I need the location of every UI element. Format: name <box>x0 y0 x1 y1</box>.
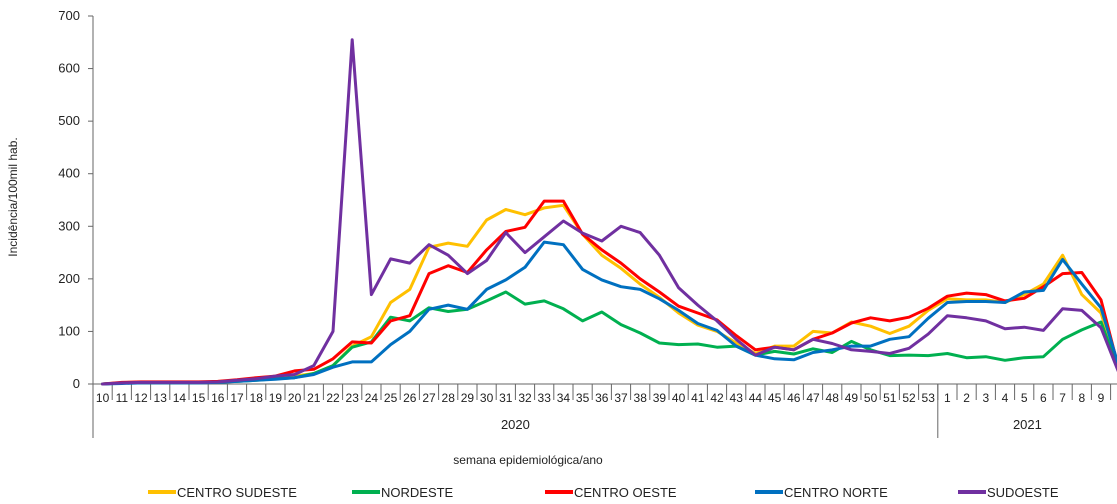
week-label: 27 <box>422 391 436 405</box>
y-tick-label: 500 <box>58 113 80 128</box>
week-label: 14 <box>173 391 187 405</box>
week-label: 52 <box>902 391 916 405</box>
week-label: 23 <box>346 391 360 405</box>
y-tick-label: 100 <box>58 323 80 338</box>
legend-label-nordeste: NORDESTE <box>381 485 454 500</box>
week-label: 1 <box>944 391 951 405</box>
y-tick-label: 200 <box>58 271 80 286</box>
y-axis: 0 100 200 300 400 500 600 700 <box>58 8 94 391</box>
legend-label-centro-norte: CENTRO NORTE <box>784 485 888 500</box>
week-label: 31 <box>499 391 513 405</box>
y-tick-label: 0 <box>73 376 80 391</box>
week-label: 5 <box>1021 391 1028 405</box>
series-line-sudoeste <box>101 38 1117 386</box>
y-axis-label: Incidência/100mil hab. <box>6 137 20 256</box>
week-label: 36 <box>595 391 609 405</box>
y-tick-label: 700 <box>58 8 80 23</box>
y-tick-label: 400 <box>58 166 80 181</box>
series-lines <box>101 38 1117 386</box>
week-label: 8 <box>1078 391 1085 405</box>
x-axis-label: semana epidemiológica/ano <box>453 453 603 467</box>
week-label: 11 <box>116 391 129 405</box>
week-label: 28 <box>442 391 456 405</box>
year-label: 2021 <box>1013 417 1042 432</box>
legend: CENTRO SUDESTE NORDESTE CENTRO OESTE CENTRO… <box>148 485 1059 500</box>
week-label: 33 <box>538 391 552 405</box>
y-tick-label: 600 <box>58 61 80 76</box>
x-axis: 10 11 12 13 14 15 16 17 18 19 20 21 22 23 24 25 26 27 28 29… <box>92 383 1117 438</box>
week-label: 10 <box>96 391 110 405</box>
week-label: 22 <box>326 391 340 405</box>
week-label: 19 <box>269 391 283 405</box>
week-label: 13 <box>154 391 168 405</box>
week-label: 45 <box>768 391 782 405</box>
week-label: 38 <box>634 391 648 405</box>
week-label: 37 <box>614 391 628 405</box>
week-label: 49 <box>845 391 859 405</box>
week-label: 43 <box>730 391 744 405</box>
week-label: 35 <box>576 391 590 405</box>
week-label: 2 <box>963 391 970 405</box>
week-label: 46 <box>787 391 801 405</box>
y-tick-label: 300 <box>58 218 80 233</box>
series-line-centro-norte <box>101 240 1117 386</box>
week-label: 25 <box>384 391 398 405</box>
week-label: 42 <box>710 391 724 405</box>
week-label: 24 <box>365 391 379 405</box>
week-label: 50 <box>864 391 878 405</box>
week-label: 51 <box>883 391 897 405</box>
week-label: 15 <box>192 391 206 405</box>
week-label: 34 <box>557 391 571 405</box>
week-label: 47 <box>806 391 820 405</box>
week-label: 9 <box>1098 391 1105 405</box>
legend-label-sudoeste: SUDOESTE <box>987 485 1059 500</box>
week-label: 30 <box>480 391 494 405</box>
year-label: 2020 <box>501 417 530 432</box>
week-label: 53 <box>922 391 936 405</box>
week-label: 21 <box>307 391 321 405</box>
week-label: 6 <box>1040 391 1047 405</box>
week-label: 40 <box>672 391 686 405</box>
week-label: 29 <box>461 391 475 405</box>
week-label: 18 <box>250 391 264 405</box>
series-line-nordeste <box>101 290 1117 386</box>
week-label: 32 <box>518 391 532 405</box>
week-label: 20 <box>288 391 302 405</box>
week-label: 7 <box>1059 391 1066 405</box>
legend-label-centro-oeste: CENTRO OESTE <box>574 485 677 500</box>
week-label: 39 <box>653 391 667 405</box>
week-label: 48 <box>826 391 840 405</box>
week-label: 17 <box>230 391 244 405</box>
week-label: 41 <box>691 391 705 405</box>
week-label: 12 <box>134 391 148 405</box>
week-label: 4 <box>1002 391 1009 405</box>
legend-label-centro-sudeste: CENTRO SUDESTE <box>177 485 297 500</box>
week-label: 3 <box>982 391 989 405</box>
week-label: 26 <box>403 391 417 405</box>
week-label: 44 <box>749 391 763 405</box>
week-label: 16 <box>211 391 225 405</box>
